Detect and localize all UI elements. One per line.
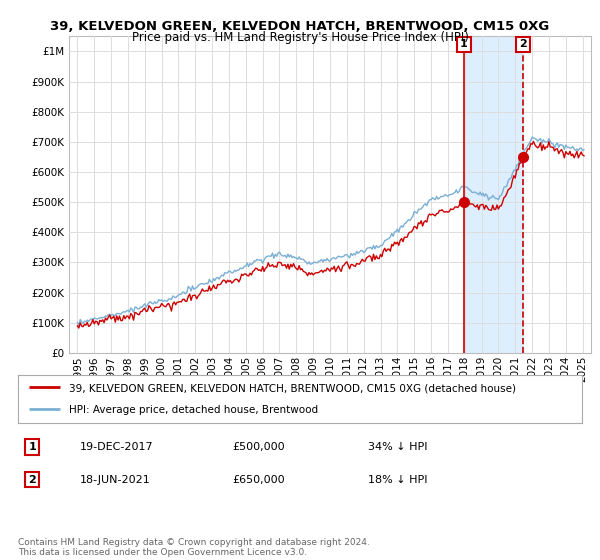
Text: HPI: Average price, detached house, Brentwood: HPI: Average price, detached house, Bren… — [69, 405, 318, 416]
Text: £500,000: £500,000 — [232, 442, 285, 452]
Text: 39, KELVEDON GREEN, KELVEDON HATCH, BRENTWOOD, CM15 0XG (detached house): 39, KELVEDON GREEN, KELVEDON HATCH, BREN… — [69, 383, 516, 393]
Text: 39, KELVEDON GREEN, KELVEDON HATCH, BRENTWOOD, CM15 0XG: 39, KELVEDON GREEN, KELVEDON HATCH, BREN… — [50, 20, 550, 32]
Text: 2: 2 — [519, 39, 527, 49]
Bar — [464, 36, 523, 353]
Text: 18-JUN-2021: 18-JUN-2021 — [80, 474, 151, 484]
Text: Contains HM Land Registry data © Crown copyright and database right 2024.
This d: Contains HM Land Registry data © Crown c… — [18, 538, 370, 557]
Text: 2: 2 — [28, 474, 36, 484]
Text: 18% ↓ HPI: 18% ↓ HPI — [368, 474, 427, 484]
Text: Price paid vs. HM Land Registry's House Price Index (HPI): Price paid vs. HM Land Registry's House … — [131, 31, 469, 44]
Text: 19-DEC-2017: 19-DEC-2017 — [80, 442, 154, 452]
Text: 1: 1 — [28, 442, 36, 452]
Text: 1: 1 — [460, 39, 468, 49]
Text: £650,000: £650,000 — [232, 474, 285, 484]
Text: 34% ↓ HPI: 34% ↓ HPI — [368, 442, 427, 452]
